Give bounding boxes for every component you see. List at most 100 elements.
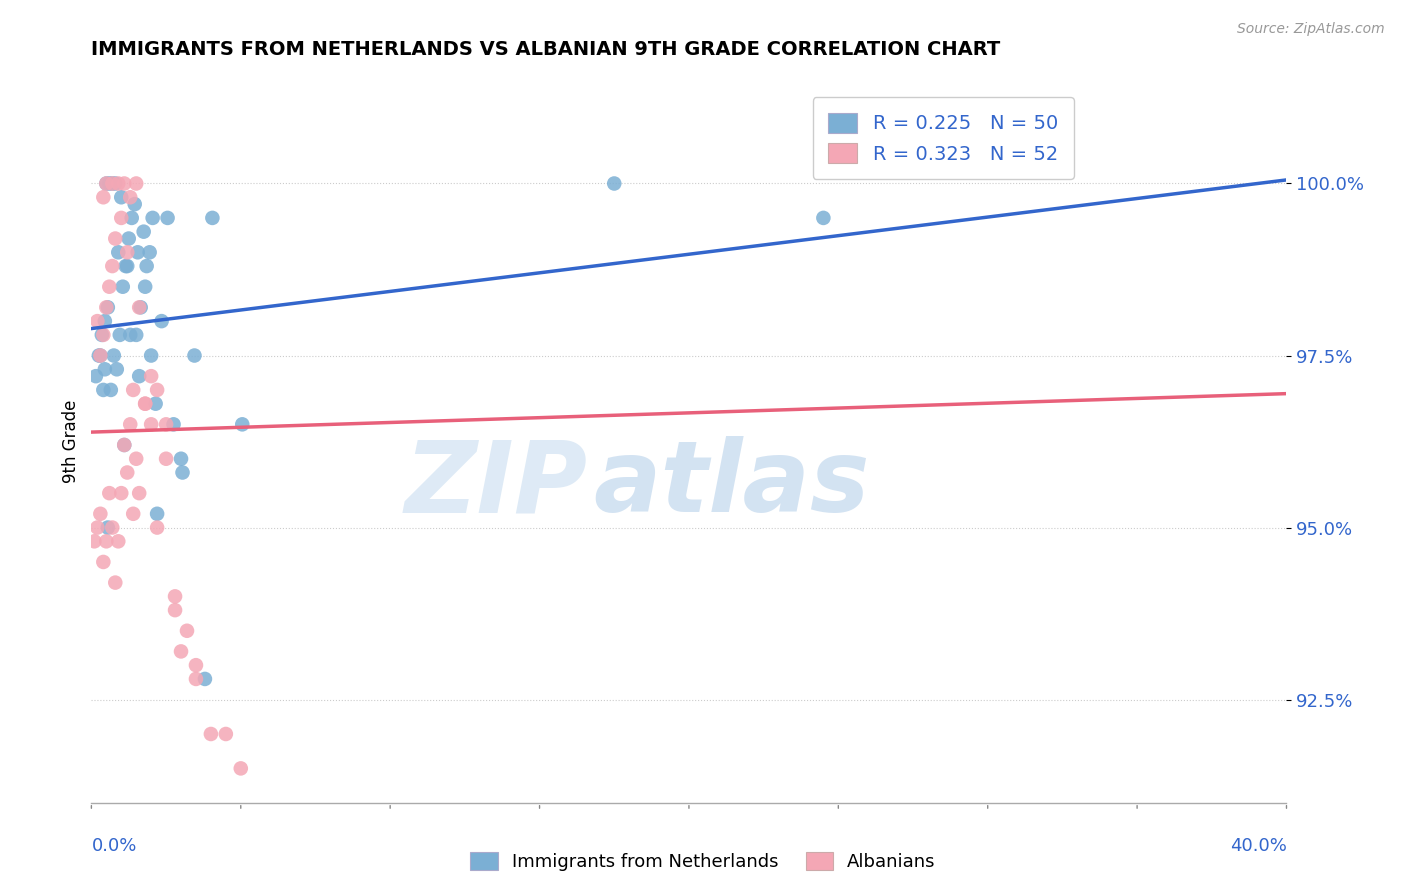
Text: atlas: atlas bbox=[593, 436, 870, 533]
Point bbox=[94, 362, 117, 376]
Point bbox=[94, 314, 117, 328]
Point bbox=[98, 486, 121, 500]
Point bbox=[110, 211, 132, 225]
Point bbox=[172, 466, 194, 480]
Point bbox=[90, 327, 112, 342]
Point bbox=[120, 327, 142, 342]
Point bbox=[146, 520, 169, 534]
Point bbox=[97, 301, 120, 315]
Point bbox=[107, 534, 129, 549]
Point bbox=[145, 397, 167, 411]
Point bbox=[122, 383, 145, 397]
Point bbox=[146, 507, 169, 521]
Point bbox=[107, 245, 129, 260]
Point bbox=[146, 383, 169, 397]
Point bbox=[135, 259, 157, 273]
Point bbox=[141, 417, 162, 432]
Point bbox=[125, 451, 148, 466]
Point bbox=[115, 466, 138, 480]
Y-axis label: 9th Grade: 9th Grade bbox=[62, 400, 80, 483]
Point bbox=[127, 245, 149, 260]
Point bbox=[112, 438, 135, 452]
Point bbox=[141, 349, 162, 363]
Point bbox=[162, 417, 184, 432]
Point bbox=[120, 417, 142, 432]
Point bbox=[122, 507, 145, 521]
Point bbox=[215, 727, 238, 741]
Text: ZIP: ZIP bbox=[405, 436, 588, 533]
Point bbox=[104, 575, 127, 590]
Point bbox=[96, 177, 118, 191]
Point bbox=[231, 417, 253, 432]
Point bbox=[110, 190, 132, 204]
Point bbox=[813, 211, 835, 225]
Point bbox=[105, 362, 128, 376]
Point bbox=[128, 301, 150, 315]
Legend: Immigrants from Netherlands, Albanians: Immigrants from Netherlands, Albanians bbox=[463, 845, 943, 879]
Point bbox=[118, 231, 141, 245]
Point bbox=[101, 177, 124, 191]
Point bbox=[125, 327, 148, 342]
Point bbox=[114, 259, 136, 273]
Point bbox=[134, 279, 156, 293]
Point bbox=[98, 279, 121, 293]
Point bbox=[93, 555, 115, 569]
Point bbox=[125, 177, 148, 191]
Point bbox=[84, 369, 107, 384]
Point bbox=[163, 590, 186, 604]
Point bbox=[93, 383, 115, 397]
Point bbox=[170, 451, 193, 466]
Point bbox=[115, 245, 138, 260]
Point bbox=[142, 211, 165, 225]
Point bbox=[101, 259, 124, 273]
Point bbox=[97, 520, 120, 534]
Point bbox=[98, 177, 121, 191]
Point bbox=[229, 761, 252, 775]
Point bbox=[101, 520, 124, 534]
Point bbox=[201, 211, 224, 225]
Point bbox=[86, 314, 108, 328]
Point bbox=[170, 644, 193, 658]
Point bbox=[112, 177, 135, 191]
Point bbox=[134, 397, 156, 411]
Point bbox=[156, 211, 179, 225]
Point bbox=[96, 177, 118, 191]
Point bbox=[129, 301, 152, 315]
Point bbox=[163, 603, 186, 617]
Point bbox=[200, 727, 222, 741]
Text: 40.0%: 40.0% bbox=[1230, 838, 1286, 855]
Point bbox=[112, 438, 135, 452]
Point bbox=[93, 327, 115, 342]
Point bbox=[134, 397, 156, 411]
Point bbox=[121, 211, 143, 225]
Point bbox=[155, 417, 177, 432]
Point bbox=[93, 190, 115, 204]
Point bbox=[100, 383, 122, 397]
Point bbox=[86, 520, 108, 534]
Point bbox=[89, 349, 111, 363]
Point bbox=[183, 349, 205, 363]
Point bbox=[101, 177, 124, 191]
Point bbox=[115, 259, 138, 273]
Point bbox=[89, 507, 111, 521]
Point bbox=[120, 190, 142, 204]
Point bbox=[603, 177, 626, 191]
Point bbox=[108, 327, 131, 342]
Point bbox=[132, 225, 155, 239]
Legend: R = 0.225   N = 50, R = 0.323   N = 52: R = 0.225 N = 50, R = 0.323 N = 52 bbox=[813, 97, 1074, 179]
Point bbox=[155, 451, 177, 466]
Point bbox=[89, 349, 111, 363]
Text: 0.0%: 0.0% bbox=[91, 838, 136, 855]
Point bbox=[87, 349, 110, 363]
Point bbox=[104, 231, 127, 245]
Point bbox=[110, 486, 132, 500]
Point bbox=[887, 162, 910, 177]
Point bbox=[176, 624, 198, 638]
Text: IMMIGRANTS FROM NETHERLANDS VS ALBANIAN 9TH GRADE CORRELATION CHART: IMMIGRANTS FROM NETHERLANDS VS ALBANIAN … bbox=[91, 40, 1001, 59]
Point bbox=[83, 534, 105, 549]
Point bbox=[128, 486, 150, 500]
Point bbox=[111, 279, 134, 293]
Point bbox=[184, 658, 207, 673]
Point bbox=[128, 369, 150, 384]
Point bbox=[184, 672, 207, 686]
